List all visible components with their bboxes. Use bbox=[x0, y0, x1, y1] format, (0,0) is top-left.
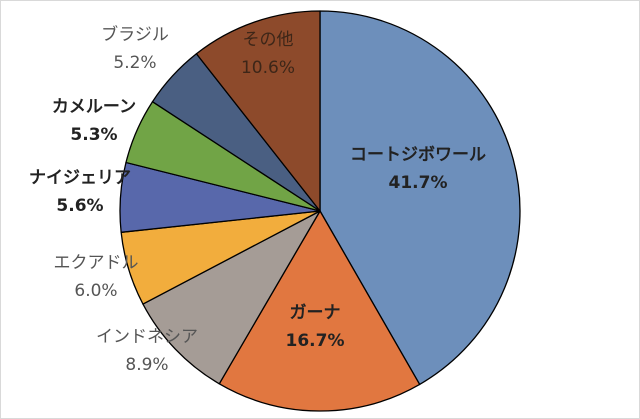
slice-value-label-4: 6.0% bbox=[74, 281, 117, 301]
pie-slice-8 bbox=[195, 10, 321, 212]
slice-value-label-7: 5.2% bbox=[113, 53, 156, 73]
slice-value-label-5: 5.6% bbox=[56, 196, 103, 216]
slice-value-label-6: 5.3% bbox=[70, 125, 117, 145]
pie-slice-2 bbox=[218, 210, 421, 412]
pie-slice-1 bbox=[319, 10, 521, 386]
slice-label-4: エクアドル bbox=[54, 253, 139, 273]
slice-label-8: その他 bbox=[243, 30, 294, 50]
slice-label-5: ナイジェリア bbox=[29, 168, 131, 188]
slice-label-2: ガーナ bbox=[290, 303, 341, 323]
slice-value-label-3: 8.9% bbox=[125, 355, 168, 375]
slice-label-1: コートジボワール bbox=[350, 145, 486, 165]
slice-value-label-2: 16.7% bbox=[286, 331, 345, 351]
slice-label-3: インドネシア bbox=[96, 327, 198, 347]
pie-slice-3 bbox=[142, 210, 321, 385]
slice-label-6: カメルーン bbox=[52, 97, 136, 117]
slice-value-label-8: 10.6% bbox=[241, 58, 295, 78]
slice-label-7: ブラジル bbox=[101, 24, 169, 45]
slice-value-label-1: 41.7% bbox=[389, 173, 448, 193]
